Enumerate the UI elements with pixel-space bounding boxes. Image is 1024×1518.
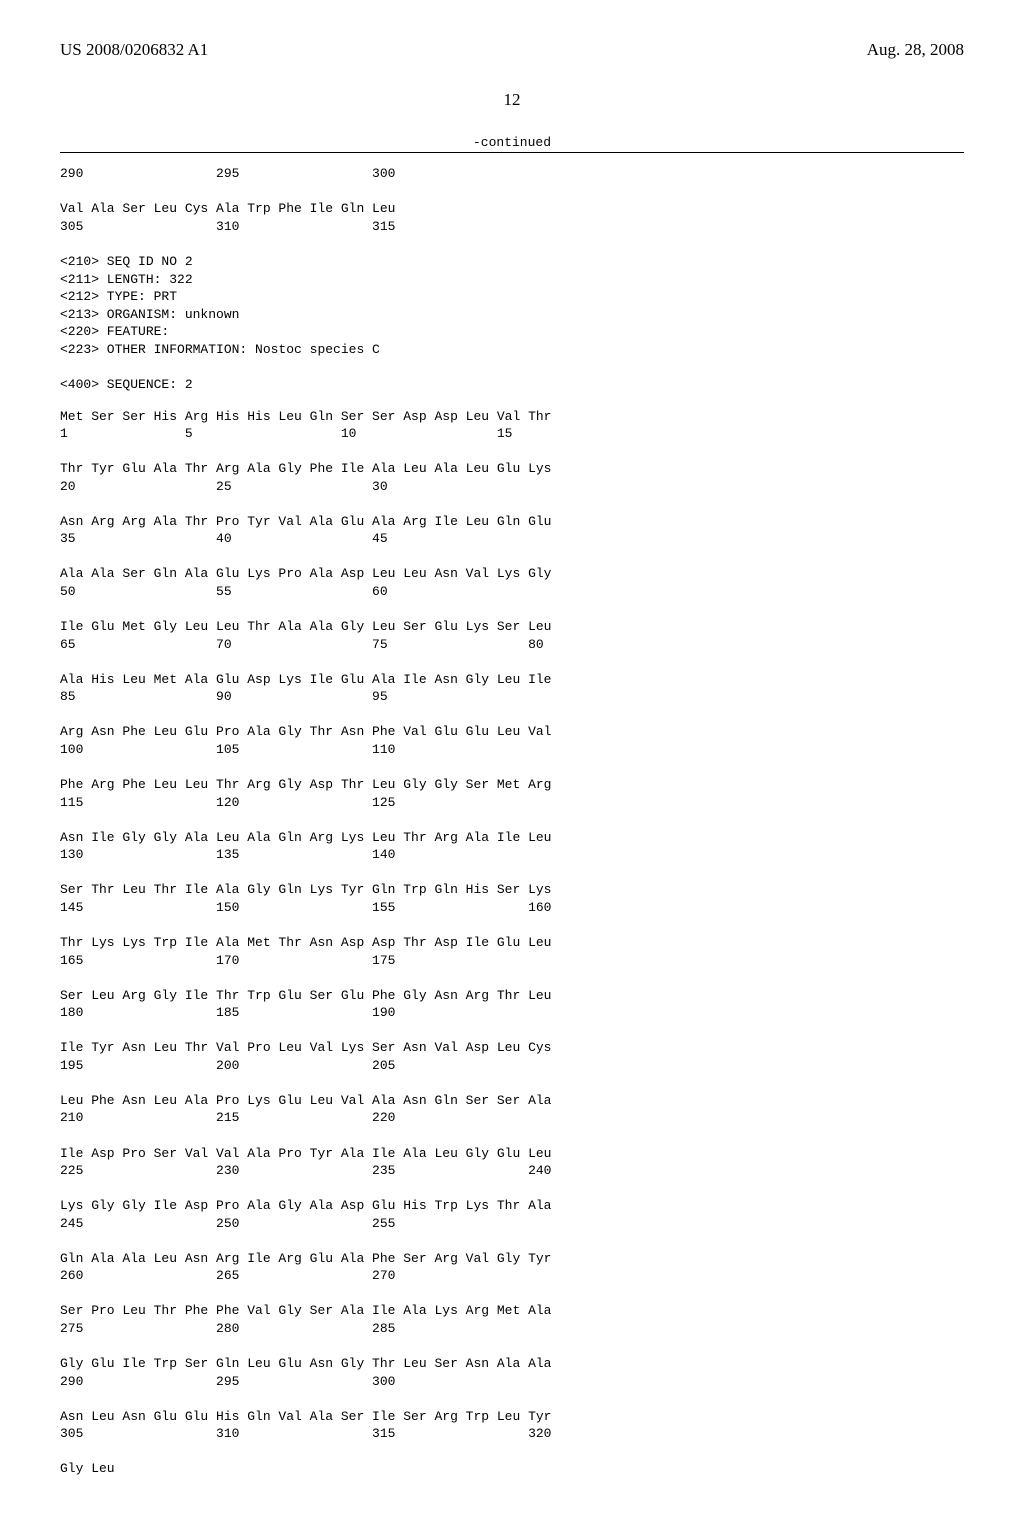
page-header: US 2008/0206832 A1 Aug. 28, 2008 (60, 40, 964, 60)
page-number: 12 (60, 90, 964, 110)
continued-label: -continued (60, 135, 964, 150)
publication-number: US 2008/0206832 A1 (60, 40, 208, 60)
separator-rule (60, 152, 964, 153)
sequence-block-2: Met Ser Ser His Arg His His Leu Gln Ser … (60, 408, 964, 1478)
sequence-block-1: 290 295 300 Val Ala Ser Leu Cys Ala Trp … (60, 165, 964, 235)
publication-date: Aug. 28, 2008 (867, 40, 964, 60)
sequence-annotations: <210> SEQ ID NO 2 <211> LENGTH: 322 <212… (60, 253, 964, 393)
